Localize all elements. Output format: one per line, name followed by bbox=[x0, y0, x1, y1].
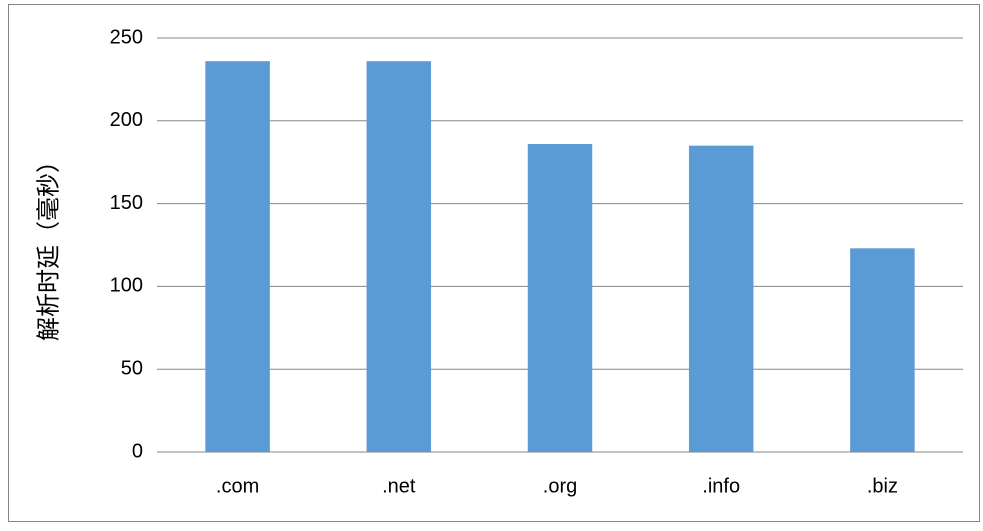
bar bbox=[850, 248, 915, 452]
y-tick-label: 0 bbox=[132, 440, 143, 462]
bar bbox=[366, 61, 432, 453]
bar bbox=[205, 61, 270, 453]
bar bbox=[527, 143, 593, 452]
y-axis-label: 解析时延（毫秒） bbox=[35, 149, 62, 341]
y-tick-label: 150 bbox=[110, 192, 143, 214]
y-tick-label: 250 bbox=[110, 26, 143, 48]
bar bbox=[688, 145, 754, 452]
x-tick-label: .org bbox=[543, 475, 577, 497]
x-tick-label: .com bbox=[216, 475, 259, 497]
y-tick-label: 50 bbox=[121, 357, 143, 379]
y-tick-label: 100 bbox=[110, 275, 143, 297]
x-tick-label: .info bbox=[702, 475, 740, 497]
y-tick-label: 200 bbox=[110, 109, 143, 131]
x-tick-label: .net bbox=[382, 475, 416, 497]
chart-border bbox=[8, 4, 980, 522]
x-tick-label: .biz bbox=[867, 475, 898, 497]
